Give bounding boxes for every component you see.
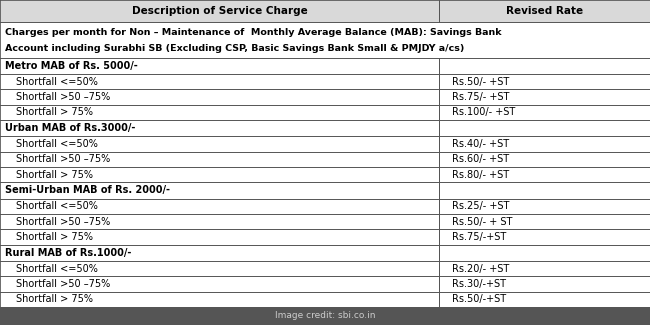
Text: Urban MAB of Rs.3000/-: Urban MAB of Rs.3000/- — [5, 123, 136, 133]
Text: Description of Service Charge: Description of Service Charge — [131, 6, 307, 16]
Bar — [0, 136, 439, 152]
Bar — [439, 105, 650, 120]
Bar — [0, 292, 439, 307]
Text: Revised Rate: Revised Rate — [506, 6, 583, 16]
Text: Shortfall >50 –75%: Shortfall >50 –75% — [16, 279, 111, 289]
Bar — [0, 229, 439, 245]
Text: Shortfall <=50%: Shortfall <=50% — [16, 264, 98, 274]
Text: Rs.25/- +ST: Rs.25/- +ST — [452, 201, 509, 211]
Text: Rural MAB of Rs.1000/-: Rural MAB of Rs.1000/- — [5, 248, 131, 258]
Text: Shortfall >50 –75%: Shortfall >50 –75% — [16, 92, 111, 102]
Bar — [0, 182, 439, 199]
Text: Image credit: sbi.co.in: Image credit: sbi.co.in — [275, 311, 375, 320]
Bar — [0, 214, 439, 229]
Bar — [439, 261, 650, 276]
Bar — [0, 22, 650, 58]
Text: Rs.75/- +ST: Rs.75/- +ST — [452, 92, 509, 102]
Bar — [0, 120, 439, 136]
Bar — [439, 292, 650, 307]
Bar — [439, 0, 650, 22]
Text: Rs.100/- +ST: Rs.100/- +ST — [452, 107, 515, 117]
Text: Shortfall <=50%: Shortfall <=50% — [16, 139, 98, 149]
Text: Shortfall >50 –75%: Shortfall >50 –75% — [16, 154, 111, 164]
Text: Account including Surabhi SB (Excluding CSP, Basic Savings Bank Small & PMJDY a/: Account including Surabhi SB (Excluding … — [5, 44, 465, 53]
Text: Shortfall > 75%: Shortfall > 75% — [16, 107, 93, 117]
Bar — [0, 199, 439, 214]
Bar — [439, 167, 650, 182]
Text: Charges per month for Non – Maintenance of  Monthly Average Balance (MAB): Savin: Charges per month for Non – Maintenance … — [5, 28, 502, 37]
Bar — [0, 307, 650, 325]
Bar — [0, 276, 439, 292]
Text: Rs.50/- + ST: Rs.50/- + ST — [452, 217, 512, 227]
Bar — [439, 136, 650, 152]
Text: Shortfall <=50%: Shortfall <=50% — [16, 201, 98, 211]
Bar — [439, 89, 650, 105]
Text: Rs.20/- +ST: Rs.20/- +ST — [452, 264, 509, 274]
Bar — [0, 152, 439, 167]
Bar — [0, 245, 439, 261]
Text: Rs.75/-+ST: Rs.75/-+ST — [452, 232, 506, 242]
Bar — [439, 74, 650, 89]
Text: Rs.80/- +ST: Rs.80/- +ST — [452, 170, 509, 180]
Bar — [439, 276, 650, 292]
Text: Shortfall > 75%: Shortfall > 75% — [16, 170, 93, 180]
Bar — [0, 89, 439, 105]
Text: Shortfall <=50%: Shortfall <=50% — [16, 77, 98, 87]
Text: Shortfall >50 –75%: Shortfall >50 –75% — [16, 217, 111, 227]
Text: Metro MAB of Rs. 5000/-: Metro MAB of Rs. 5000/- — [5, 61, 138, 71]
Text: Semi-Urban MAB of Rs. 2000/-: Semi-Urban MAB of Rs. 2000/- — [5, 186, 170, 195]
Bar — [439, 214, 650, 229]
Bar — [439, 152, 650, 167]
Text: Rs.50/-+ST: Rs.50/-+ST — [452, 294, 506, 304]
Text: Rs.50/- +ST: Rs.50/- +ST — [452, 77, 509, 87]
Bar — [0, 74, 439, 89]
Text: Shortfall > 75%: Shortfall > 75% — [16, 294, 93, 304]
Bar — [0, 105, 439, 120]
Bar — [439, 245, 650, 261]
Bar — [0, 0, 439, 22]
Bar — [439, 58, 650, 74]
Bar — [439, 120, 650, 136]
Text: Rs.40/- +ST: Rs.40/- +ST — [452, 139, 509, 149]
Text: Shortfall > 75%: Shortfall > 75% — [16, 232, 93, 242]
Bar — [0, 58, 439, 74]
Bar — [439, 229, 650, 245]
Text: Rs.30/-+ST: Rs.30/-+ST — [452, 279, 506, 289]
Bar — [0, 167, 439, 182]
Bar — [439, 199, 650, 214]
Bar — [439, 182, 650, 199]
Bar — [0, 261, 439, 276]
Text: Rs.60/- +ST: Rs.60/- +ST — [452, 154, 509, 164]
